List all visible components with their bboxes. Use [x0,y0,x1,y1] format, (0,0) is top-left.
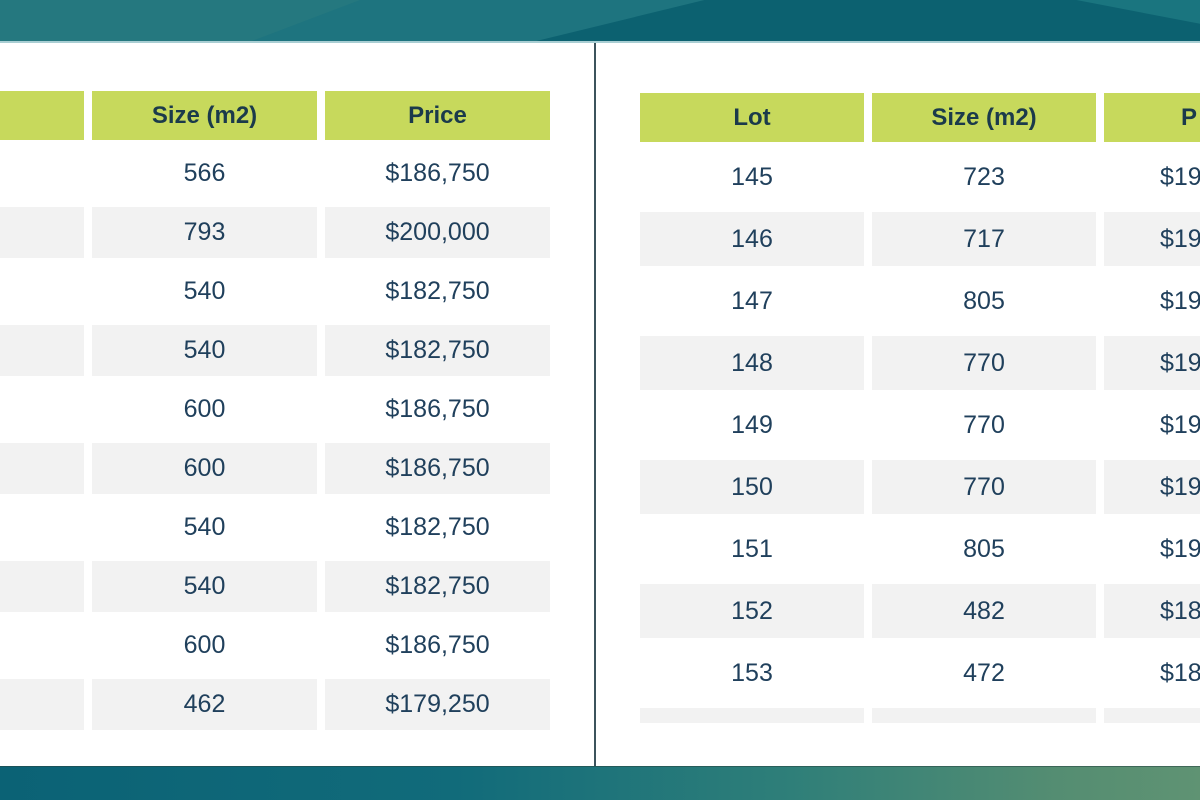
table-row: 600 $186,750 [0,384,550,435]
price-table-left: Size (m2) Price 566 $186,750 793 $200,00… [0,91,550,730]
size-cell: 600 [92,443,317,494]
size-cell: 600 [183,395,226,423]
size-cell: 540 [183,277,226,305]
lot-cell: 145 [731,162,773,191]
table-row: 600 $186,750 [0,620,550,671]
price-cell: $182,750 [385,513,490,541]
lot-cell: 149 [731,410,773,439]
size-cell: 462 [92,679,317,730]
page-divider [594,43,596,766]
table-row: 152 482 $18 [640,584,1200,638]
price-cell: $186,750 [385,395,490,423]
price-cell: $186,750 [325,443,550,494]
size-cell: 770 [872,336,1096,390]
bottom-banner [0,766,1200,800]
price-table-right: Lot Size (m2) P 145 723 $19 146 717 $19 [640,93,1200,723]
price-cell: $18 [1104,584,1200,638]
size-cell: 566 [183,159,226,187]
lot-cell: 152 [640,584,864,638]
header-price-cell: P [1104,93,1200,142]
lot-cell: 148 [640,336,864,390]
price-cell: $19 [1160,286,1200,315]
table-row: 540 $182,750 [0,502,550,553]
table-row: 146 717 $19 [640,212,1200,266]
price-cell: $182,750 [325,325,550,376]
size-cell: 770 [963,410,1005,439]
price-cell: $19 [1104,336,1200,390]
header-size-cell: Size (m2) [872,93,1096,142]
size-cell: 723 [963,162,1005,191]
lot-cell [0,325,84,376]
lot-cell [0,443,84,494]
header-size-cell: Size (m2) [92,91,317,140]
size-cell [872,708,1096,723]
top-banner [0,0,1200,43]
price-cell: $19 [1104,212,1200,266]
size-cell: 600 [183,631,226,659]
price-cell [1104,708,1200,723]
table-row: 540 $182,750 [0,561,550,612]
lot-cell [0,266,84,317]
table-header-row: Lot Size (m2) P [640,93,1200,142]
size-cell: 472 [963,658,1005,687]
price-cell: $179,250 [325,679,550,730]
table-body: 145 723 $19 146 717 $19 147 805 $19 [640,150,1200,700]
table-row: 150 770 $19 [640,460,1200,514]
header-lot-cell [0,91,84,140]
price-cell: $19 [1104,460,1200,514]
price-cell: $186,750 [385,159,490,187]
lot-cell [0,561,84,612]
price-cell: $19 [1160,410,1200,439]
table-row: 540 $182,750 [0,266,550,317]
price-cell: $19 [1160,534,1200,563]
table-header-row: Size (m2) Price [0,91,550,140]
lot-cell [640,708,864,723]
header-price-cell: Price [325,91,550,140]
table-row: 153 472 $18 [640,646,1200,700]
table-row: 148 770 $19 [640,336,1200,390]
header-lot-cell: Lot [640,93,864,142]
price-cell: $186,750 [385,631,490,659]
size-cell: 540 [92,325,317,376]
price-cell: $18 [1160,658,1200,687]
table-row: 540 $182,750 [0,325,550,376]
size-cell: 717 [872,212,1096,266]
table-row: 147 805 $19 [640,274,1200,328]
price-cell: $200,000 [325,207,550,258]
table-row: 600 $186,750 [0,443,550,494]
table-row: 151 805 $19 [640,522,1200,576]
price-cell: $19 [1160,162,1200,191]
lot-cell [0,148,84,199]
size-cell: 805 [963,286,1005,315]
lot-cell: 151 [731,534,773,563]
table-body: 566 $186,750 793 $200,000 540 $182,750 [0,148,550,730]
table-row: 793 $200,000 [0,207,550,258]
size-cell: 540 [92,561,317,612]
table-row: 566 $186,750 [0,148,550,199]
table-row: 462 $179,250 [0,679,550,730]
price-cell: $182,750 [385,277,490,305]
size-cell: 805 [963,534,1005,563]
lot-cell: 153 [731,658,773,687]
lot-cell: 150 [640,460,864,514]
lot-cell [0,384,84,435]
partial-clipped-row [640,708,1200,723]
table-row: 149 770 $19 [640,398,1200,452]
price-cell: $182,750 [325,561,550,612]
size-cell: 793 [92,207,317,258]
table-row: 145 723 $19 [640,150,1200,204]
lot-cell [0,502,84,553]
size-cell: 482 [872,584,1096,638]
lot-cell: 146 [640,212,864,266]
size-cell: 540 [183,513,226,541]
lot-cell: 147 [731,286,773,315]
lot-cell [0,620,84,671]
lot-cell [0,207,84,258]
lot-cell [0,679,84,730]
size-cell: 770 [872,460,1096,514]
